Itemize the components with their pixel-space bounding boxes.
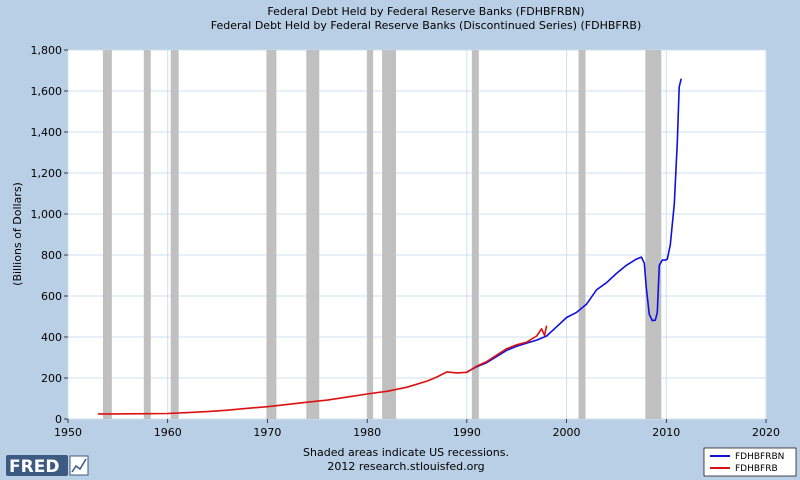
series-line-fdhbfrb <box>97 325 548 415</box>
x-tick-label: 1950 <box>54 426 82 439</box>
x-tick-label: 2010 <box>652 426 680 439</box>
recession-band <box>102 50 112 419</box>
legend-entry-fdhbfrbn: FDHBFRBN <box>735 452 784 462</box>
fred-logo-text: FRED <box>9 457 59 477</box>
y-tick-label: 400 <box>41 331 62 344</box>
x-tick-label: 2000 <box>553 426 581 439</box>
y-axis-ticks: 0 200 400 600 800 1,000 1,200 1,400 1,600 1,800 <box>31 44 68 426</box>
legend: FDHBFRBN FDHBFRB <box>703 447 797 477</box>
recession-band <box>382 50 397 419</box>
x-tick-label: 2020 <box>752 426 780 439</box>
recession-band <box>645 50 662 419</box>
recession-band <box>306 50 320 419</box>
chart-title-line2: Federal Debt Held by Federal Reserve Ban… <box>211 19 641 32</box>
recession-bands <box>102 50 662 419</box>
series-lines <box>97 78 682 415</box>
x-tick-label: 1970 <box>253 426 281 439</box>
x-tick-label: 1960 <box>154 426 182 439</box>
recession-band <box>170 50 179 419</box>
footer-source: 2012 research.stlouisfed.org <box>327 460 484 473</box>
legend-entry-fdhbfrb: FDHBFRB <box>735 464 778 474</box>
y-tick-label: 1,400 <box>31 126 63 139</box>
y-tick-label: 600 <box>41 290 62 303</box>
recession-band <box>367 50 374 419</box>
recession-band <box>471 50 479 419</box>
fred-logo: FRED <box>6 455 89 477</box>
y-tick-label: 800 <box>41 249 62 262</box>
x-axis-ticks: 1950 1960 1970 1980 1990 2000 2010 2020 <box>54 419 780 439</box>
recession-band <box>578 50 586 419</box>
y-tick-label: 1,200 <box>31 167 63 180</box>
series-line-fdhbfrbn <box>466 78 682 373</box>
y-tick-label: 200 <box>41 372 62 385</box>
y-tick-label: 0 <box>55 413 62 426</box>
y-axis-label: (Billions of Dollars) <box>11 182 24 286</box>
recession-band <box>266 50 277 419</box>
x-tick-label: 1990 <box>453 426 481 439</box>
y-tick-label: 1,600 <box>31 85 63 98</box>
y-tick-label: 1,000 <box>31 208 63 221</box>
y-tick-label: 1,800 <box>31 44 63 57</box>
chart-title-line1: Federal Debt Held by Federal Reserve Ban… <box>267 5 584 18</box>
chart-trend-icon <box>71 458 87 473</box>
x-tick-label: 1980 <box>353 426 381 439</box>
recession-band <box>143 50 151 419</box>
footer-recession-note: Shaded areas indicate US recessions. <box>303 446 509 459</box>
